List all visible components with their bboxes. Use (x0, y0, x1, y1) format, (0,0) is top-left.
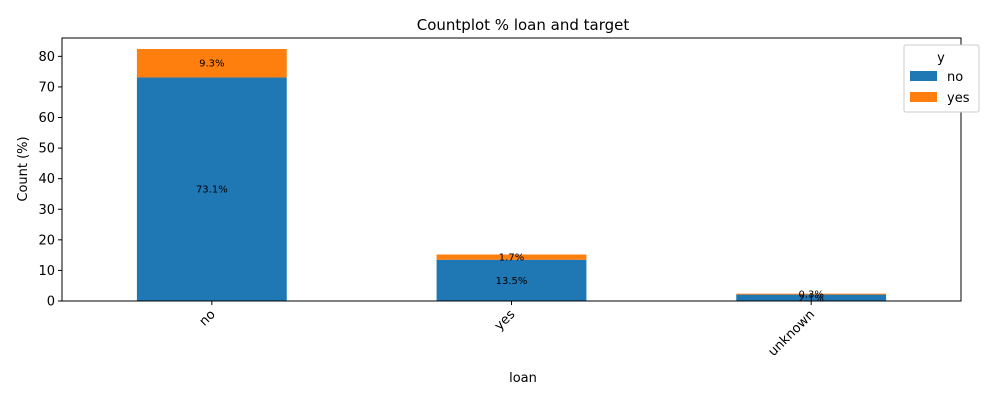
data-label: 1.7% (499, 253, 524, 264)
legend-label-yes: yes (947, 91, 970, 106)
bar-segment-yes (436, 254, 587, 260)
legend-label-no: no (947, 70, 963, 85)
plot-frame (61, 37, 962, 302)
y-tick-label: 60 (38, 111, 55, 126)
bar-segment-no (136, 77, 287, 301)
legend-swatch-no (910, 71, 937, 81)
bar-segment-yes (136, 49, 287, 78)
y-tick-label: 20 (38, 233, 55, 248)
legend-title: y (937, 51, 945, 66)
bar-segment-yes (736, 293, 887, 295)
x-tick-label: yes (492, 307, 519, 334)
bars (136, 49, 887, 301)
bar-segment-no (436, 259, 587, 301)
x-tick-label: unknown (766, 307, 818, 359)
chart-title: Countplot % loan and target (417, 16, 630, 34)
data-label: 2.1% (798, 293, 823, 304)
x-axis: no yes unknown (197, 301, 818, 360)
legend-swatch-yes (910, 92, 937, 102)
data-label: 0.3% (798, 290, 823, 301)
bar-segment-no (736, 294, 887, 301)
y-axis-label: Count (%) (16, 136, 31, 201)
y-tick-label: 50 (38, 142, 55, 157)
y-tick-label: 40 (38, 172, 55, 187)
y-tick-label: 0 (47, 295, 55, 310)
legend: y no yes (903, 44, 980, 113)
y-tick-label: 10 (38, 264, 55, 279)
y-tick-label: 30 (38, 203, 55, 218)
y-tick-label: 80 (38, 50, 55, 65)
data-label: 73.1% (196, 185, 228, 196)
y-tick-label: 70 (38, 80, 55, 95)
x-axis-label: loan (509, 371, 537, 386)
bar-labels: 73.1% 9.3% 13.5% 1.7% 2.1%0.3% (196, 59, 824, 305)
y-axis: 0 10 20 30 40 50 60 70 80 (38, 50, 62, 310)
data-label: 9.3% (199, 59, 224, 70)
x-tick-label: no (197, 307, 219, 329)
data-label: 13.5% (496, 276, 528, 287)
